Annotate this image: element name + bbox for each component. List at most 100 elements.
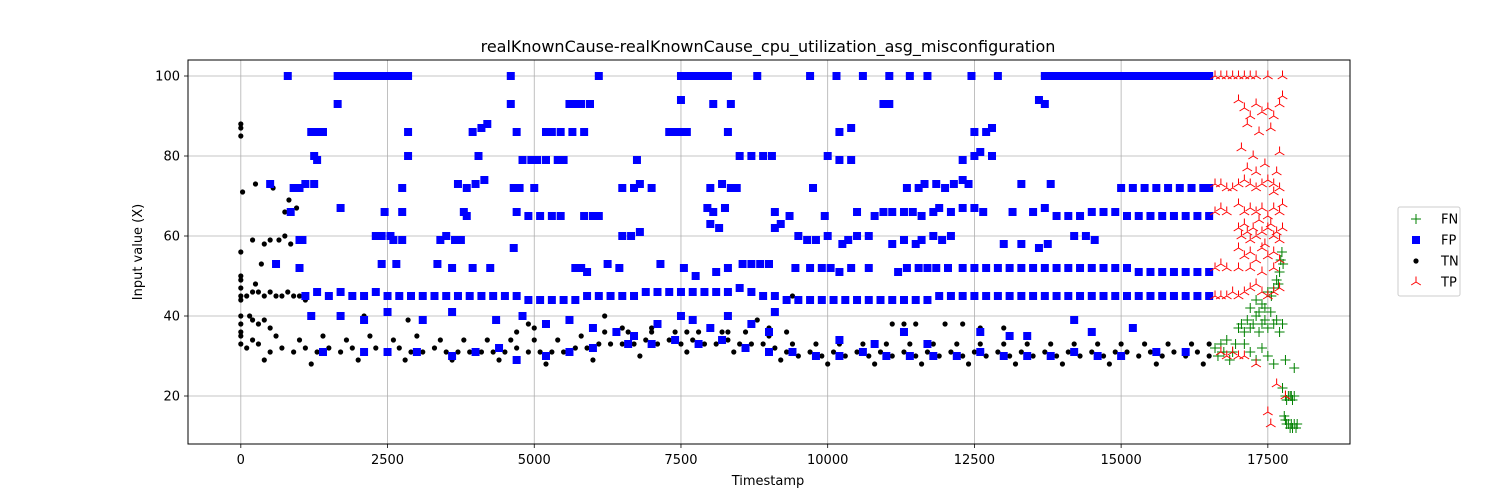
point-fp: [999, 352, 1008, 360]
point-tp: [1227, 70, 1238, 80]
point-fp: [1205, 268, 1214, 276]
point-tn: [238, 333, 244, 339]
point-fp: [1193, 72, 1202, 80]
point-fp: [776, 220, 785, 228]
point-fn: [1256, 343, 1267, 353]
point-fp: [1093, 352, 1102, 360]
x-axis-title: Timestamp: [731, 474, 805, 489]
point-fp: [817, 296, 826, 304]
x-tick-label: 7500: [664, 453, 697, 468]
point-fn: [1239, 327, 1250, 337]
point-fp: [806, 72, 815, 80]
point-fn: [1245, 303, 1256, 313]
point-fp: [1087, 292, 1096, 300]
point-tp: [1209, 178, 1221, 188]
point-tn: [247, 313, 253, 319]
point-tp: [1239, 218, 1250, 228]
point-tn: [1124, 349, 1130, 355]
point-tn: [684, 349, 690, 355]
point-tp: [1268, 178, 1279, 188]
point-fp: [1169, 268, 1178, 276]
point-fp: [559, 296, 568, 304]
point-fp: [1099, 292, 1108, 300]
point-fp: [547, 128, 556, 136]
point-fp: [1099, 208, 1108, 216]
point-fp: [958, 264, 967, 272]
point-fn: [1276, 247, 1287, 257]
point-tn: [261, 241, 267, 247]
point-fp: [1034, 244, 1043, 252]
point-tn: [282, 209, 288, 215]
point-tn: [314, 349, 320, 355]
point-tn: [343, 337, 350, 343]
point-fp: [301, 180, 310, 188]
point-fp: [679, 264, 688, 272]
point-fp: [709, 100, 718, 108]
point-fp: [993, 292, 1002, 300]
point-fp: [1064, 72, 1073, 80]
point-fp: [838, 240, 847, 248]
point-tn: [748, 341, 754, 347]
point-fp: [806, 296, 815, 304]
point-tn: [238, 285, 244, 291]
point-tn: [866, 353, 872, 359]
point-fp: [483, 120, 492, 128]
point-tn: [514, 329, 520, 335]
point-fp: [336, 288, 345, 296]
point-fp: [682, 128, 691, 136]
point-tn: [825, 361, 831, 367]
point-fp: [999, 240, 1008, 248]
point-tp: [1274, 282, 1285, 292]
point-fp: [979, 208, 988, 216]
point-fn: [1280, 355, 1291, 365]
point-tp: [1251, 70, 1262, 80]
point-tn: [602, 329, 608, 335]
point-tp: [1274, 234, 1285, 244]
point-fp: [383, 348, 392, 356]
point-tn: [942, 321, 948, 327]
point-tn: [252, 281, 259, 287]
point-tn: [889, 321, 895, 327]
point-fp: [929, 208, 938, 216]
y-tick-label: 60: [163, 230, 180, 245]
point-tp: [1227, 346, 1238, 356]
point-fn: [1278, 259, 1289, 269]
point-fp: [310, 180, 319, 188]
point-fp: [1040, 204, 1049, 212]
point-fp: [759, 292, 768, 300]
point-tp: [1262, 102, 1273, 112]
point-fn: [1221, 335, 1232, 345]
point-fp: [1175, 72, 1184, 80]
point-fp: [1040, 292, 1049, 300]
point-tn: [326, 345, 332, 351]
point-tp: [1259, 238, 1270, 248]
point-fp: [286, 208, 295, 216]
point-fp: [477, 124, 486, 132]
point-fp: [1052, 72, 1061, 80]
point-fp: [565, 316, 574, 324]
point-fp: [594, 72, 603, 80]
point-fp: [935, 292, 944, 300]
point-fp: [448, 352, 457, 360]
point-tn: [1200, 361, 1206, 367]
series-fp: [266, 72, 1214, 364]
point-tp: [1227, 286, 1238, 296]
point-fp: [917, 212, 926, 220]
point-tn: [918, 361, 925, 367]
point-tn: [1089, 349, 1095, 355]
point-fp: [923, 340, 932, 348]
point-tn: [238, 321, 244, 327]
point-fp: [770, 292, 779, 300]
point-fp: [1111, 72, 1120, 80]
point-tn: [725, 329, 731, 335]
point-fp: [741, 344, 750, 352]
point-tn: [420, 349, 426, 355]
point-fp: [967, 72, 976, 80]
point-fp: [1122, 212, 1131, 220]
point-fp: [993, 264, 1002, 272]
point-tp: [1245, 70, 1256, 80]
point-tp: [1233, 178, 1244, 188]
point-fp: [1081, 232, 1090, 240]
point-fp: [377, 260, 386, 268]
point-fp: [1181, 268, 1190, 276]
